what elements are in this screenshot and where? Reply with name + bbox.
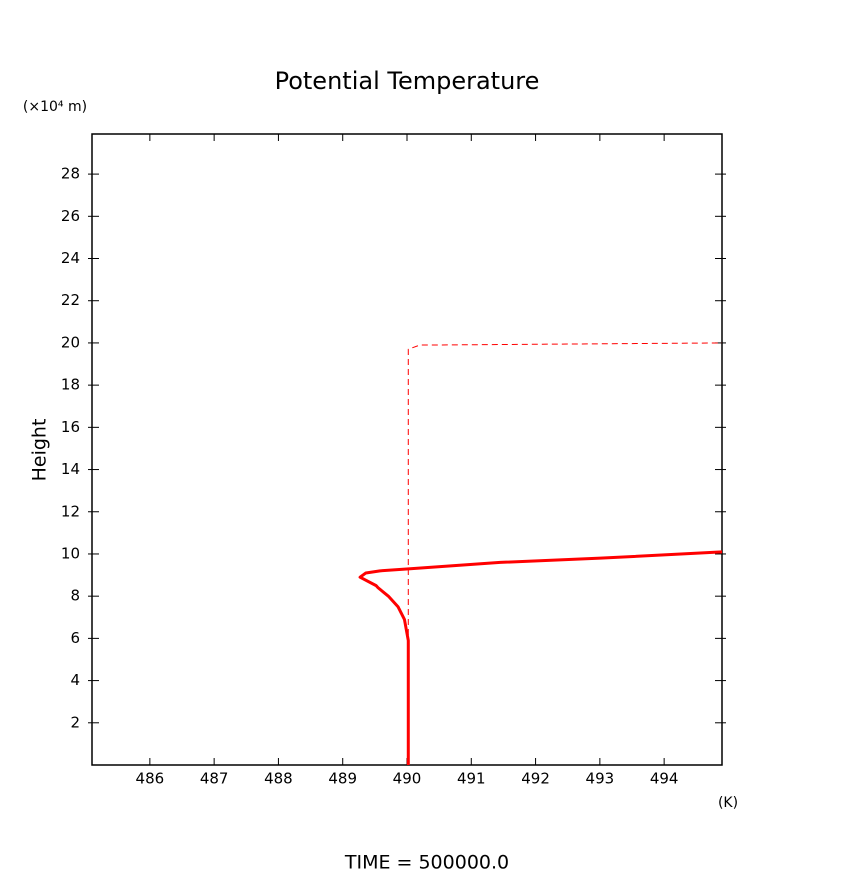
y-tick-label: 16 — [61, 418, 80, 436]
x-tick-label: 490 — [393, 770, 422, 788]
footer: TIME = 500000.0 — [344, 852, 509, 874]
y-tick-label: 18 — [61, 376, 80, 394]
y-tick-label: 20 — [61, 333, 80, 351]
y-tick-label: 14 — [61, 460, 80, 478]
x-tick-label: 489 — [328, 770, 357, 788]
y-tick-label: 4 — [70, 671, 80, 689]
y-tick-label: 12 — [61, 502, 80, 520]
y-axis-label: Height — [29, 419, 51, 482]
y-unit: (×10⁴ m) — [23, 99, 87, 115]
y-tick-label: 10 — [61, 544, 80, 562]
y-tick-label: 22 — [61, 291, 80, 309]
y-tick-label: 28 — [61, 165, 80, 183]
y-tick-label: 2 — [70, 713, 80, 731]
x-unit: (K) — [718, 795, 738, 811]
x-tick-label: 491 — [457, 770, 486, 788]
x-tick-label: 494 — [650, 770, 679, 788]
y-tick-label: 6 — [70, 629, 80, 647]
line-series — [358, 550, 723, 765]
x-tick-label: 488 — [264, 770, 293, 788]
x-tick-label: 493 — [586, 770, 615, 788]
y-tick-label: 26 — [61, 207, 80, 225]
x-tick-label: 492 — [521, 770, 550, 788]
x-tick-label: 486 — [136, 770, 165, 788]
x-tick-label: 487 — [200, 770, 229, 788]
chart-title: Potential Temperature — [275, 67, 540, 95]
y-tick-label: 24 — [61, 249, 80, 267]
line-series — [407, 342, 723, 765]
y-tick-label: 8 — [70, 587, 80, 605]
